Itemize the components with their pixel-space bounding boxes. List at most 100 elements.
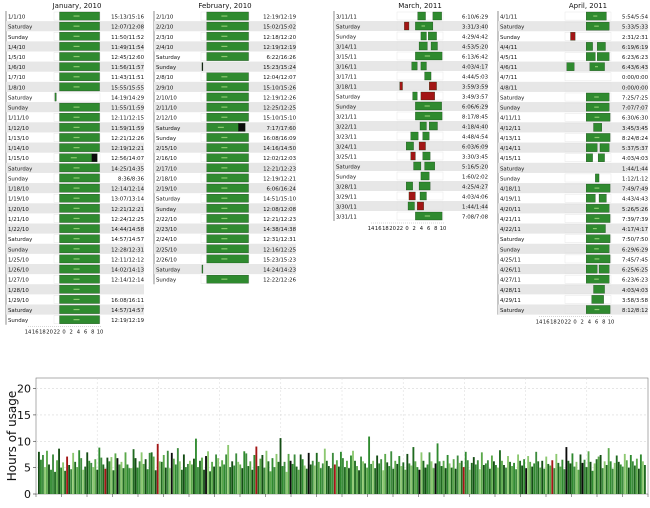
usage-bar (309, 464, 312, 494)
usage-bar (589, 461, 592, 494)
usage-bar (106, 457, 109, 494)
session-track (396, 151, 444, 161)
session-bar (566, 62, 575, 71)
usage-bar (579, 454, 582, 494)
session-bar (206, 204, 249, 213)
row-date-label: 4/11/11 (500, 116, 521, 122)
session-bar (59, 52, 100, 61)
session-highlight (221, 187, 228, 189)
usage-bar (527, 456, 530, 494)
session-track (396, 131, 444, 141)
row-date-label: Sunday (8, 106, 29, 112)
usage-bar (263, 467, 266, 494)
usage-bar (70, 469, 73, 494)
session-highlight (221, 86, 228, 88)
row-time-value: 14:02/14:13 (111, 268, 144, 274)
session-bar (206, 72, 249, 81)
row-date-label: 4/25/11 (500, 257, 521, 263)
usage-bar (98, 447, 101, 494)
usage-bar (354, 460, 356, 494)
row-time-value: 5:33/5:33 (622, 25, 648, 31)
row-time-value: 4:03/4:03 (622, 288, 648, 294)
row-time-value: 14:57/14:57 (111, 308, 144, 314)
usage-bar (148, 452, 151, 494)
usage-bar (529, 461, 532, 494)
usage-bar (323, 448, 326, 494)
usage-bar (462, 467, 465, 494)
session-highlight (217, 126, 224, 128)
usage-bar (356, 466, 358, 494)
y-tick-label: 10 (17, 435, 31, 448)
usage-bar (142, 463, 145, 494)
hour-tick-label: 20 (46, 330, 53, 336)
row-time-value: 4:18/4:40 (462, 124, 489, 130)
usage-bar (275, 453, 278, 494)
session-bar (597, 42, 606, 51)
session-bar (420, 61, 427, 71)
session-highlight (73, 55, 80, 58)
usage-bar (424, 467, 427, 494)
usage-bar (641, 461, 644, 494)
usage-bar (593, 463, 596, 494)
row-time-value: 6:03/6:09 (462, 144, 489, 150)
session-bar (586, 264, 598, 274)
row-time-value: 13:07/13:14 (111, 197, 144, 203)
session-track (564, 32, 612, 41)
row-date-label: 2/24/10 (156, 237, 177, 243)
row-time-value: 4:43/4:43 (622, 197, 648, 203)
usage-bar (217, 458, 220, 494)
row-date-label: 3/17/11 (336, 74, 357, 80)
row-date-label: 1/11/10 (8, 116, 29, 122)
usage-bar (418, 469, 421, 494)
usage-bar (511, 466, 513, 494)
usage-bar (619, 464, 622, 494)
usage-bar (569, 463, 572, 494)
row-time-value: 5:16/5:20 (462, 164, 489, 170)
session-bar (424, 71, 432, 81)
row-date-label: 3/24/11 (336, 144, 357, 150)
row-time-value: 11:49/11:54 (111, 45, 144, 51)
usage-bar (587, 451, 590, 494)
usage-bar (325, 460, 328, 494)
session-highlight (73, 25, 80, 27)
row-date-label: Sunday (156, 207, 177, 213)
session-bar (586, 153, 593, 162)
row-shade (334, 101, 488, 111)
hour-tick-label: 2 (413, 226, 416, 232)
usage-bar (237, 461, 240, 494)
session-highlight (221, 207, 228, 209)
row-date-label: 2/9/10 (156, 85, 174, 91)
usage-bar (599, 454, 602, 494)
usage-bar (531, 466, 534, 494)
usage-bar (547, 463, 550, 494)
usage-bar (364, 463, 366, 494)
usage-bar (114, 453, 117, 494)
session-highlight (424, 115, 431, 117)
usage-bar (629, 454, 632, 494)
session-highlight (594, 248, 599, 250)
usage-bar (180, 469, 183, 494)
usage-bar (122, 468, 125, 494)
row-time-value: 4:03/4:03 (622, 156, 648, 162)
session-bar (206, 102, 249, 112)
row-time-value: 8:36/8:36 (118, 176, 145, 182)
row-date-label: 2/18/10 (156, 176, 177, 182)
usage-bar (380, 459, 383, 494)
usage-bar (182, 454, 185, 494)
row-time-value: 12:02/12:03 (263, 156, 296, 162)
usage-bar (295, 466, 298, 494)
session-highlight (594, 136, 600, 139)
usage-bar (515, 469, 517, 494)
usage-bar (442, 460, 445, 494)
row-date-label: 2/26/10 (156, 257, 177, 263)
row-time-value: 12:31/12:31 (263, 237, 296, 243)
usage-bar (283, 461, 286, 494)
session-highlight (73, 136, 80, 139)
hour-tick-label: 14 (536, 320, 543, 326)
row-date-label: 4/5/11 (500, 55, 517, 61)
usage-bar (339, 451, 342, 494)
usage-bar (386, 462, 389, 494)
hour-tick-label: 14 (25, 330, 32, 336)
usage-bar (352, 450, 354, 494)
row-time-value: 15:02/15:02 (263, 25, 296, 31)
